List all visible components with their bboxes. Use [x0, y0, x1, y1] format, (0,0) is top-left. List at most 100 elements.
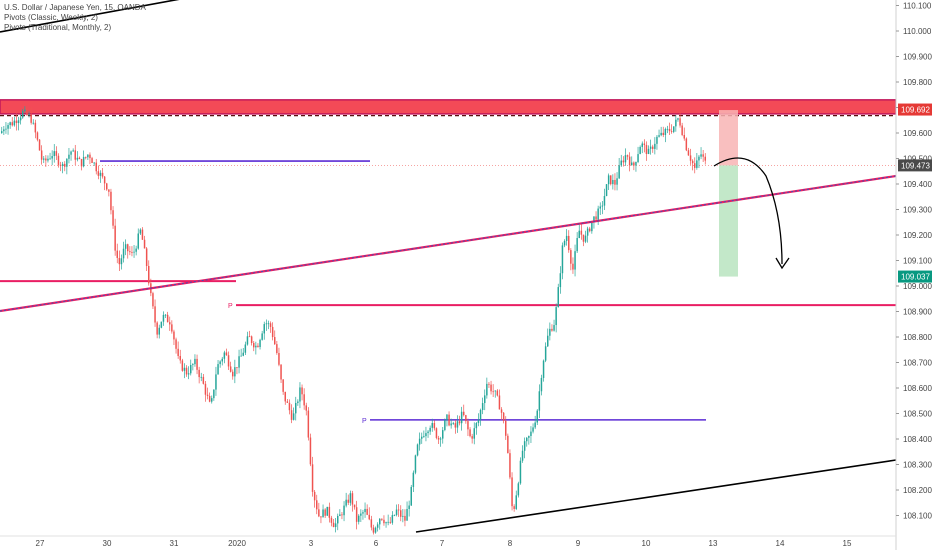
candle[interactable]: [654, 137, 656, 155]
candle[interactable]: [9, 121, 11, 129]
candle[interactable]: [154, 299, 156, 327]
candle[interactable]: [257, 343, 259, 348]
candle[interactable]: [463, 404, 465, 417]
candle[interactable]: [347, 494, 350, 506]
candle[interactable]: [3, 125, 5, 136]
candle[interactable]: [364, 502, 366, 518]
candle[interactable]: [129, 246, 131, 256]
candle[interactable]: [610, 175, 612, 186]
candle[interactable]: [431, 418, 434, 432]
candle[interactable]: [500, 407, 503, 421]
candle[interactable]: [290, 404, 293, 424]
candle[interactable]: [694, 157, 696, 174]
candle[interactable]: [76, 151, 79, 162]
candle[interactable]: [246, 331, 249, 346]
candle[interactable]: [255, 341, 257, 355]
candle[interactable]: [370, 515, 373, 531]
candle[interactable]: [425, 426, 427, 442]
candle[interactable]: [164, 314, 167, 318]
candle[interactable]: [139, 228, 142, 236]
candle[interactable]: [555, 303, 557, 333]
candle[interactable]: [57, 153, 60, 168]
candle[interactable]: [486, 377, 488, 399]
candle[interactable]: [492, 384, 494, 397]
candle[interactable]: [19, 114, 22, 125]
candle[interactable]: [253, 341, 255, 352]
candle[interactable]: [114, 218, 116, 256]
candle[interactable]: [223, 350, 226, 364]
candle[interactable]: [190, 359, 192, 376]
candle[interactable]: [261, 330, 263, 341]
candle[interactable]: [475, 421, 478, 435]
candle[interactable]: [82, 150, 85, 168]
candle[interactable]: [547, 328, 549, 348]
candle[interactable]: [656, 135, 658, 150]
candle[interactable]: [658, 129, 660, 138]
candle[interactable]: [442, 426, 444, 444]
candle[interactable]: [122, 241, 125, 263]
candle[interactable]: [141, 227, 144, 240]
candle[interactable]: [120, 254, 123, 270]
candle[interactable]: [452, 421, 455, 425]
candle[interactable]: [702, 150, 704, 163]
candle[interactable]: [200, 372, 203, 382]
candle[interactable]: [55, 146, 58, 161]
candle[interactable]: [414, 454, 417, 475]
candle[interactable]: [582, 234, 585, 247]
candle[interactable]: [664, 127, 667, 143]
candle[interactable]: [494, 390, 497, 398]
candle[interactable]: [637, 146, 639, 164]
candle[interactable]: [633, 161, 635, 171]
candle[interactable]: [570, 248, 572, 271]
candle[interactable]: [358, 514, 360, 525]
candle[interactable]: [601, 201, 604, 215]
candle[interactable]: [397, 504, 400, 517]
candle[interactable]: [523, 437, 526, 459]
candle[interactable]: [303, 388, 305, 410]
candle[interactable]: [85, 156, 87, 160]
candle[interactable]: [532, 423, 534, 434]
candle[interactable]: [691, 159, 694, 171]
candle[interactable]: [211, 395, 213, 404]
candle[interactable]: [689, 148, 692, 165]
candle[interactable]: [345, 492, 347, 508]
candle[interactable]: [353, 504, 356, 510]
candle[interactable]: [408, 500, 410, 517]
symbol-title[interactable]: U.S. Dollar / Japanese Yen, 15, OANDA: [4, 3, 146, 12]
candle[interactable]: [444, 418, 446, 432]
candle[interactable]: [526, 436, 528, 447]
risk-box[interactable]: [719, 110, 738, 166]
candle[interactable]: [538, 384, 541, 418]
candle[interactable]: [591, 221, 593, 234]
candle[interactable]: [17, 116, 20, 131]
candle[interactable]: [698, 154, 700, 168]
resistance-zone[interactable]: [0, 99, 896, 115]
candle[interactable]: [673, 126, 675, 134]
candle[interactable]: [530, 426, 532, 443]
candle[interactable]: [286, 398, 289, 404]
candle[interactable]: [24, 106, 26, 113]
candle[interactable]: [271, 322, 274, 341]
candle[interactable]: [540, 374, 543, 396]
candle[interactable]: [360, 509, 362, 522]
candle[interactable]: [215, 366, 217, 396]
candle[interactable]: [225, 348, 228, 356]
candle[interactable]: [469, 427, 471, 438]
time-axis[interactable]: 27 30 31 2020 3 6 7 8 9 10 13 14 15: [0, 535, 896, 548]
candle[interactable]: [91, 156, 93, 163]
candle[interactable]: [446, 414, 448, 427]
candle[interactable]: [305, 402, 308, 416]
candle[interactable]: [687, 147, 690, 156]
candle[interactable]: [204, 380, 207, 402]
candle[interactable]: [393, 514, 396, 517]
candle[interactable]: [490, 380, 492, 395]
candle[interactable]: [572, 257, 574, 274]
candle[interactable]: [49, 152, 51, 160]
candle[interactable]: [507, 433, 509, 454]
candle[interactable]: [30, 107, 32, 125]
candle[interactable]: [349, 490, 352, 506]
candle[interactable]: [5, 122, 7, 134]
candle[interactable]: [454, 419, 457, 434]
candle[interactable]: [103, 176, 106, 191]
candle[interactable]: [479, 408, 482, 426]
